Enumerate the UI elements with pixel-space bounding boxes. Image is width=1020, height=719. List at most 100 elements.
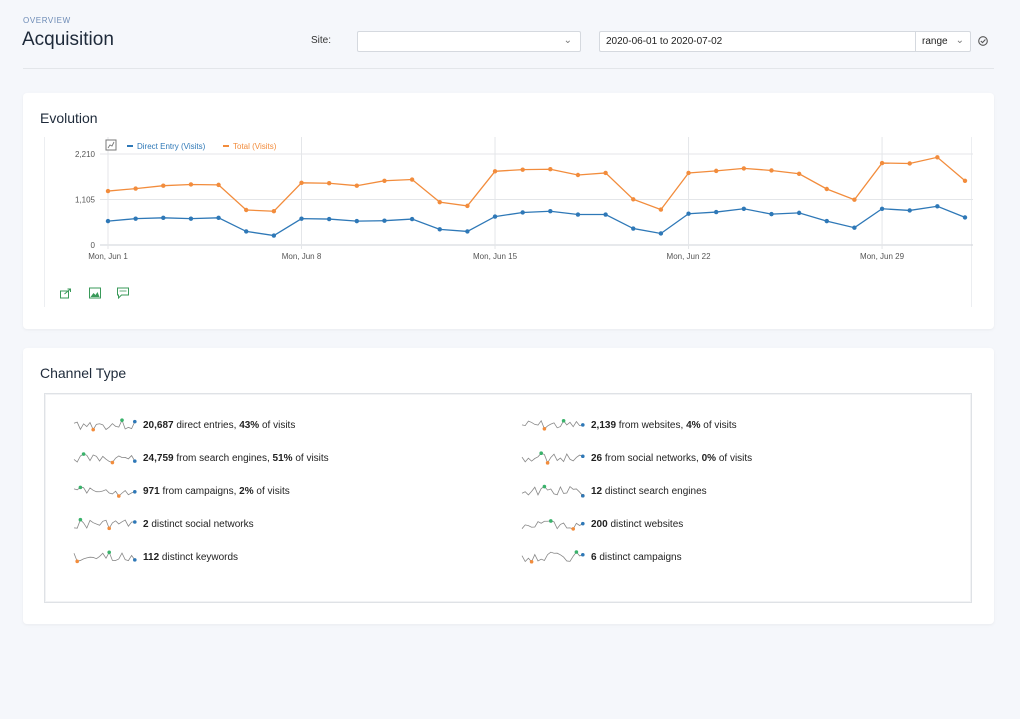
- channel-metric-text: 26 from social networks, 0% of visits: [591, 453, 752, 464]
- sparkline-min-dot: [117, 494, 121, 498]
- metric-bold1: 2: [143, 519, 149, 530]
- refresh-button[interactable]: [975, 33, 991, 49]
- metric-tail: of visits: [259, 420, 296, 431]
- data-point: [465, 203, 470, 209]
- data-point: [520, 167, 525, 172]
- y-tick-label: 1,105: [75, 196, 96, 205]
- data-point: [575, 212, 581, 217]
- date-range-input[interactable]: 2020-06-01 to 2020-07-02: [599, 31, 917, 52]
- legend-entry: Total (Visits): [233, 142, 277, 151]
- refresh-icon: [978, 36, 988, 46]
- data-point: [299, 180, 304, 186]
- data-point: [935, 155, 940, 160]
- data-point: [907, 208, 912, 213]
- sparkline: [73, 550, 137, 564]
- sparkline: [521, 519, 585, 531]
- data-point: [548, 209, 553, 214]
- annotation-icon[interactable]: [116, 287, 130, 299]
- x-tick-label: Mon, Jun 1: [88, 252, 128, 261]
- sparkline-max-dot: [561, 418, 566, 423]
- sparkline-last-dot: [581, 552, 585, 557]
- data-point: [216, 182, 221, 188]
- data-point: [824, 186, 829, 192]
- chevron-down-icon: ⌄: [955, 35, 964, 46]
- sparkline: [73, 418, 137, 432]
- data-point: [796, 210, 802, 216]
- series-line-0: [107, 205, 966, 237]
- metric-mid: distinct search engines: [602, 486, 707, 497]
- data-point: [575, 172, 581, 178]
- data-point: [326, 181, 332, 186]
- metric-bold1: 2,139: [591, 420, 617, 431]
- data-point: [879, 160, 885, 166]
- metric-bold1: 24,759: [143, 453, 174, 464]
- sparkline-path: [73, 551, 136, 562]
- sparkline-path: [73, 486, 135, 497]
- data-point: [713, 209, 719, 215]
- data-point: [271, 233, 277, 238]
- sparkline-max-dot: [107, 550, 111, 555]
- data-point: [962, 178, 968, 183]
- y-tick-label: 2,210: [75, 150, 96, 159]
- data-point: [935, 204, 940, 209]
- data-point: [161, 215, 166, 221]
- channel-metric-text: 112 distinct keywords: [143, 552, 238, 563]
- range-select[interactable]: range ⌄: [915, 31, 971, 52]
- data-point: [409, 216, 415, 222]
- overview-label: OVERVIEW: [23, 16, 71, 25]
- sparkline: [521, 418, 585, 431]
- evolution-title: Evolution: [40, 110, 98, 126]
- data-point: [188, 216, 194, 221]
- x-tick-label: Mon, Jun 15: [473, 252, 518, 261]
- data-point: [354, 218, 360, 224]
- data-point: [271, 209, 277, 214]
- sparkline-last-dot: [581, 521, 585, 526]
- metric-mid: distinct keywords: [159, 552, 239, 563]
- sparkline-max-dot: [539, 451, 543, 456]
- metric-tail: of visits: [253, 486, 290, 497]
- data-point: [105, 188, 111, 194]
- data-point: [437, 199, 442, 205]
- sparkline-path: [521, 452, 583, 464]
- legend-entry: Direct Entry (Visits): [137, 142, 206, 151]
- sparkline: [73, 452, 137, 465]
- data-point: [520, 210, 525, 215]
- metric-mid: distinct social networks: [148, 519, 254, 530]
- site-label: Site:: [311, 35, 332, 46]
- sparkline-max-dot: [78, 517, 83, 522]
- data-point: [188, 182, 194, 187]
- metric-bold1: 200: [591, 519, 608, 530]
- channel-type-card: Channel Type 20,687 direct entries, 43% …: [23, 348, 994, 624]
- channel-metric-text: 2 distinct social networks: [143, 519, 254, 530]
- export-icon[interactable]: [59, 287, 73, 299]
- data-point: [741, 166, 747, 171]
- chart-type-icon-glyph: [107, 141, 115, 149]
- image-icon[interactable]: [88, 287, 102, 299]
- sparkline-last-dot: [133, 490, 137, 494]
- metric-mid: distinct campaigns: [596, 552, 682, 563]
- site-select[interactable]: ⌄: [357, 31, 581, 52]
- data-point: [216, 215, 221, 221]
- sparkline-min-dot: [542, 426, 547, 431]
- sparkline-min-dot: [107, 526, 111, 531]
- sparkline-min-dot: [545, 461, 550, 465]
- metric-tail: of visits: [292, 453, 329, 464]
- sparkline-path: [521, 485, 584, 497]
- metric-bold1: 12: [591, 486, 603, 497]
- data-point: [603, 212, 608, 217]
- sparkline-min-dot: [571, 527, 575, 531]
- metric-mid: from campaigns,: [159, 486, 240, 497]
- sparkline-max-dot: [549, 519, 553, 523]
- data-point: [852, 197, 857, 202]
- sparkline: [521, 484, 585, 498]
- series-line-1: [107, 156, 966, 212]
- sparkline-max-dot: [81, 452, 86, 456]
- metric-bold2: 0%: [701, 453, 717, 464]
- data-point: [409, 177, 415, 182]
- metric-bold2: 51%: [272, 453, 293, 464]
- x-tick-label: Mon, Jun 8: [282, 252, 322, 261]
- data-point: [658, 231, 664, 236]
- channel-metric-text: 20,687 direct entries, 43% of visits: [143, 420, 295, 431]
- channel-metric-text: 200 distinct websites: [591, 519, 683, 530]
- sparkline-path: [521, 419, 583, 430]
